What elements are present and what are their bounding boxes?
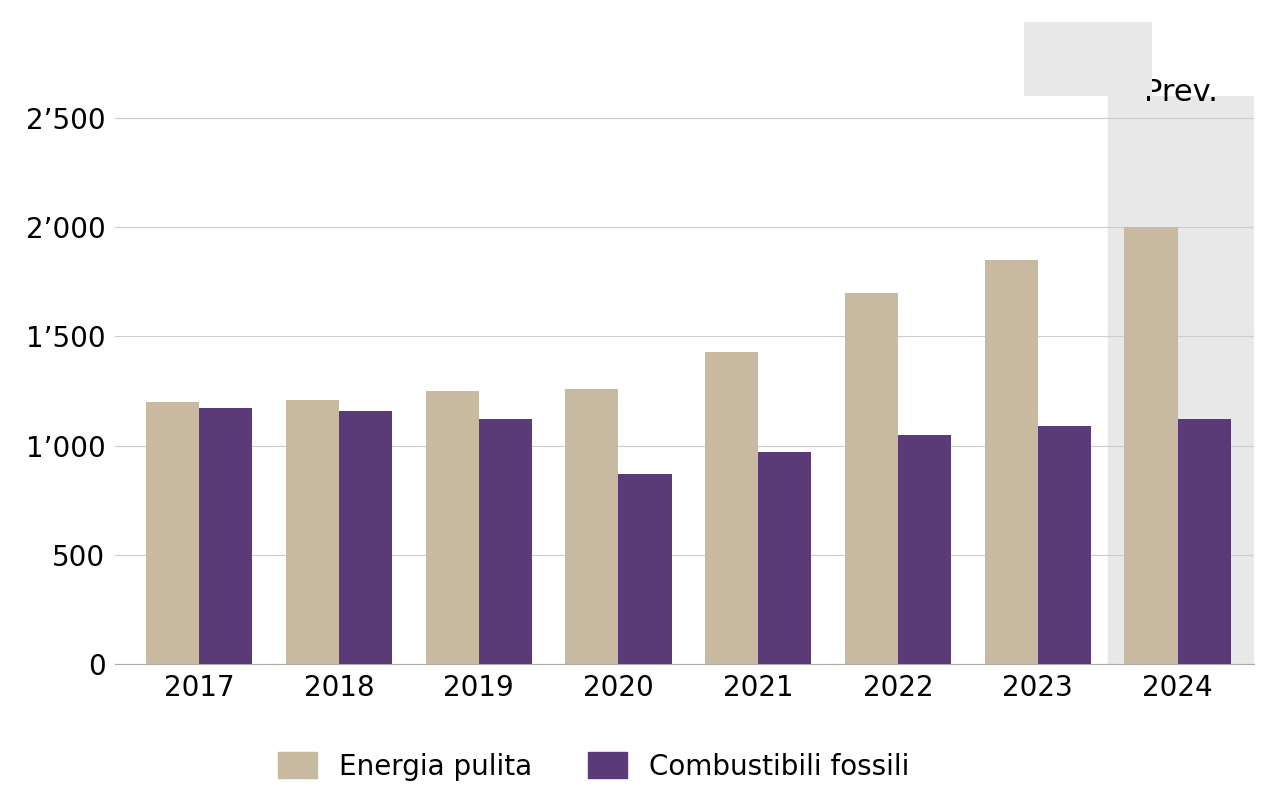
Bar (1038, 426, 1091, 664)
Bar (425, 391, 479, 664)
Bar (845, 293, 899, 664)
Bar (984, 260, 1038, 664)
Bar (566, 389, 618, 664)
Bar (285, 400, 339, 664)
Bar (1107, 96, 1254, 664)
Bar (705, 352, 758, 664)
Bar (1124, 227, 1178, 664)
Bar (479, 419, 531, 664)
Text: Prev.: Prev. (1144, 78, 1219, 107)
Bar (146, 402, 200, 664)
Bar (618, 474, 672, 664)
Bar (1178, 419, 1230, 664)
Bar (200, 408, 252, 664)
Bar (758, 452, 812, 664)
Bar (339, 410, 392, 664)
Bar (899, 434, 951, 664)
Legend: Energia pulita, Combustibili fossili: Energia pulita, Combustibili fossili (278, 752, 909, 781)
